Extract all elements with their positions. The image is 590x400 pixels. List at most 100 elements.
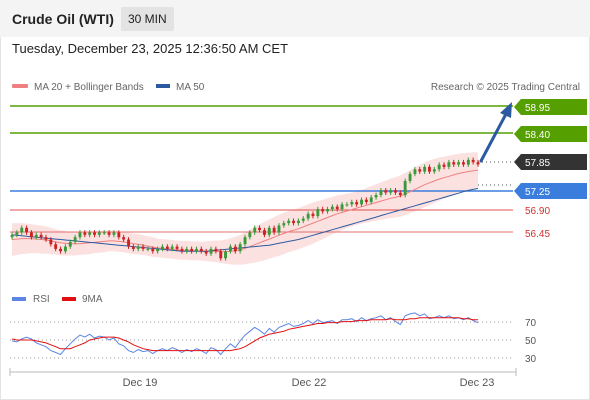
candle-body: [88, 232, 92, 235]
candle: [403, 178, 407, 198]
candle: [360, 197, 363, 207]
candle: [394, 188, 397, 196]
candle-body: [97, 232, 101, 235]
candle-body: [112, 232, 116, 235]
candle-body: [476, 162, 480, 165]
level-value-s2: 56.45: [525, 229, 550, 240]
candle-body: [156, 248, 160, 252]
candle-body: [418, 169, 422, 172]
x-tick-dec23: Dec 23: [460, 377, 495, 389]
candle: [374, 192, 378, 200]
candle: [316, 206, 320, 219]
candle-body: [224, 251, 227, 259]
forecast-arrow-icon: [479, 102, 512, 163]
candle-body: [442, 164, 446, 167]
candle-body: [447, 162, 451, 167]
candle: [437, 162, 441, 172]
candle: [195, 246, 198, 254]
level-value-r2: 58.95: [525, 103, 550, 114]
candle: [340, 202, 344, 212]
instrument-title: Crude Oil (WTI): [12, 11, 114, 27]
candle-body: [10, 234, 14, 238]
candle-body: [379, 190, 383, 195]
candle: [442, 162, 446, 170]
level-label-last: 57.85: [514, 154, 587, 170]
candle-body: [384, 190, 388, 193]
candle-body: [20, 227, 24, 233]
candle-body: [311, 213, 315, 217]
candle: [423, 164, 427, 174]
candle: [161, 244, 164, 252]
candle: [25, 225, 28, 235]
candle: [272, 225, 276, 235]
ma50-legend-label: MA 50: [176, 82, 205, 93]
candle: [282, 220, 286, 228]
level-label-r2: 58.95: [514, 99, 587, 115]
candlesticks: [10, 157, 480, 261]
level-value-last: 57.85: [525, 158, 550, 169]
candle-body: [413, 169, 417, 174]
candle: [229, 244, 232, 254]
candle-body: [127, 239, 130, 247]
candle: [156, 246, 160, 254]
candle-body: [428, 166, 431, 172]
candle: [413, 166, 417, 177]
candle: [379, 188, 383, 198]
ma50-line: [11, 188, 479, 252]
rsi-tick-30: 30: [525, 354, 537, 365]
candle: [185, 246, 189, 254]
candle: [180, 246, 184, 254]
candle-body: [68, 241, 72, 247]
candle: [214, 246, 218, 254]
candle-body: [122, 237, 126, 240]
candle: [219, 248, 223, 261]
rsi-legend-swatch: [12, 297, 26, 301]
candle-body: [374, 195, 378, 198]
candle: [209, 246, 213, 256]
candle-body: [199, 248, 203, 252]
candle-body: [345, 204, 349, 206]
rsi-lines: [11, 312, 479, 356]
candle-body: [452, 162, 456, 165]
candle-body: [408, 173, 412, 181]
timeframe-button[interactable]: 30 MIN: [121, 7, 174, 31]
candle-body: [165, 246, 169, 249]
candle-body: [253, 227, 257, 233]
candle-body: [15, 232, 19, 235]
candle: [73, 234, 77, 245]
candle: [83, 230, 87, 238]
bollinger-band-area: [12, 152, 478, 265]
candle-body: [321, 209, 325, 212]
candle-body: [209, 248, 213, 254]
key-level-lines: [10, 105, 513, 233]
candle: [224, 248, 227, 261]
candle: [258, 225, 261, 233]
candle-body: [161, 246, 164, 249]
candle-body: [297, 220, 300, 224]
candle-body: [350, 202, 354, 205]
candle-body: [190, 248, 194, 252]
x-tick-dec22: Dec 22: [292, 377, 327, 389]
candle: [175, 244, 179, 252]
candle: [112, 230, 116, 238]
candle-body: [355, 202, 359, 205]
candle-body: [229, 246, 232, 252]
candle-body: [335, 206, 339, 209]
candle: [44, 234, 48, 242]
x-tick-dec19: Dec 19: [123, 377, 158, 389]
candle-body: [301, 218, 305, 221]
candle: [20, 225, 24, 235]
candle-body: [243, 237, 247, 245]
level-label-r1: 58.40: [514, 126, 587, 142]
candle-body: [34, 234, 38, 238]
candle: [301, 216, 305, 224]
candle: [122, 234, 126, 242]
candle-body: [272, 227, 276, 233]
candle: [93, 230, 96, 238]
candle-body: [282, 223, 286, 226]
candle: [146, 246, 150, 252]
candle: [432, 166, 436, 174]
candle-body: [432, 169, 436, 172]
candle-body: [102, 232, 106, 234]
